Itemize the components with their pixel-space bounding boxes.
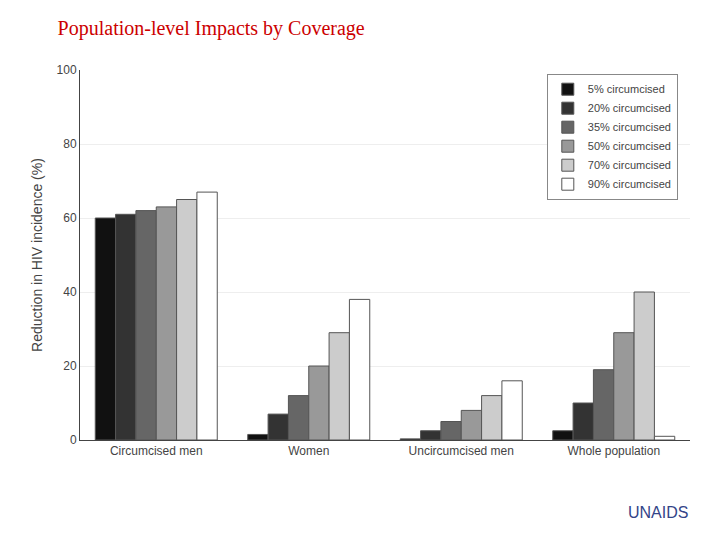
svg-text:5% circumcised: 5% circumcised	[588, 83, 665, 95]
svg-text:Circumcised men: Circumcised men	[110, 444, 203, 458]
svg-text:20: 20	[63, 359, 77, 373]
svg-text:UNAIDS: UNAIDS	[628, 504, 688, 521]
svg-text:Uncircumcised men: Uncircumcised men	[409, 444, 514, 458]
svg-text:0: 0	[70, 433, 77, 447]
svg-text:80: 80	[63, 137, 77, 151]
svg-text:Whole population: Whole population	[567, 444, 660, 458]
svg-text:60: 60	[63, 211, 77, 225]
svg-text:Reduction in HIV incidence (%): Reduction in HIV incidence (%)	[29, 158, 45, 352]
svg-text:Population-level Impacts by Co: Population-level Impacts by Coverage	[58, 17, 365, 40]
svg-text:40: 40	[63, 285, 77, 299]
svg-text:20% circumcised: 20% circumcised	[588, 102, 671, 114]
svg-text:70% circumcised: 70% circumcised	[588, 159, 671, 171]
svg-text:100: 100	[57, 63, 77, 77]
svg-text:90% circumcised: 90% circumcised	[588, 178, 671, 190]
svg-text:35% circumcised: 35% circumcised	[588, 121, 671, 133]
svg-text:50% circumcised: 50% circumcised	[588, 140, 671, 152]
svg-text:Women: Women	[288, 444, 329, 458]
